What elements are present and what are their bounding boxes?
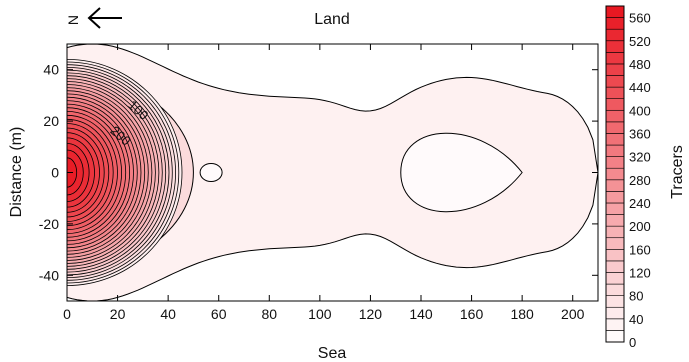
- north-arrow: N: [65, 7, 122, 29]
- colorbar-segment: [605, 40, 625, 53]
- colorbar-tick-label: 520: [629, 34, 651, 49]
- colorbar-segment: [605, 109, 625, 123]
- x-axis-title: Sea: [318, 345, 347, 362]
- y-axis-title: Distance (m): [8, 127, 25, 218]
- colorbar-frame: [605, 5, 625, 343]
- zero-contour-line: [66, 43, 599, 302]
- colorbar-segment: [605, 237, 625, 250]
- contour-bands: [67, 44, 598, 301]
- colorbar-segment: [605, 75, 625, 88]
- colorbar-segment: [605, 63, 625, 76]
- colorbar-tick-label: 400: [629, 103, 651, 118]
- colorbar-tick-label: 200: [629, 219, 651, 234]
- colorbar-segment: [605, 272, 625, 285]
- x-tick-label: 0: [63, 306, 71, 322]
- x-tick-label: 140: [409, 306, 433, 322]
- north-label: N: [65, 15, 81, 25]
- colorbar-segment: [605, 17, 625, 30]
- hot-spot-2: [400, 132, 523, 213]
- y-tick-label: -20: [39, 216, 59, 232]
- colorbar-segment: [605, 318, 625, 331]
- x-tick-label: 40: [160, 306, 176, 322]
- colorbar-segment: [605, 306, 625, 320]
- contour-band-background: [67, 44, 598, 301]
- colorbar-tick-label: 160: [629, 242, 651, 257]
- colorbar-segment: [605, 5, 625, 18]
- colorbar-tick-label: 560: [629, 11, 651, 26]
- colorbar-segment: [605, 260, 625, 273]
- x-tick-label: 100: [308, 306, 332, 322]
- colorbar-tick-label: 40: [629, 312, 643, 327]
- plume-envelope: [66, 43, 599, 302]
- colorbar-tick-label: 360: [629, 126, 651, 141]
- arrow-left-icon: [87, 7, 122, 29]
- y-tick-label: 20: [43, 113, 59, 129]
- colorbar-tick-label: 80: [629, 289, 643, 304]
- colorbar-tick-label: 320: [629, 150, 651, 165]
- colorbar-segment: [605, 156, 625, 169]
- colorbar-segment: [605, 330, 625, 343]
- colorbar-segment: [605, 295, 625, 308]
- y-tick-label: 40: [43, 62, 59, 78]
- colorbar-segment: [605, 144, 625, 157]
- colorbar-segment: [605, 202, 625, 215]
- colorbar-segment: [605, 121, 625, 134]
- colorbar-tick-label: 240: [629, 196, 651, 211]
- colorbar-tick-label: 480: [629, 57, 651, 72]
- y-tick-label: 0: [51, 165, 59, 181]
- x-tick-label: 180: [510, 306, 534, 322]
- colorbar-segment: [605, 225, 625, 239]
- colorbar-tick-label: 120: [629, 266, 651, 281]
- colorbar-segment: [605, 214, 625, 227]
- colorbar-segment: [605, 249, 625, 262]
- y-axis: -40 -20 0 20 40: [39, 62, 598, 283]
- colorbar-segment: [605, 191, 625, 204]
- colorbar-segment: [605, 52, 625, 65]
- colorbar-segment: [605, 86, 625, 99]
- colorbar-tick-label: 0: [629, 335, 636, 350]
- x-tick-label: 60: [211, 306, 227, 322]
- y-tick-label: -40: [39, 267, 59, 283]
- colorbar-tick-label: 280: [629, 173, 651, 188]
- colorbar-segment: [605, 179, 625, 192]
- colorbar-segment: [605, 98, 625, 111]
- colorbar-segment: [605, 283, 625, 296]
- colorbar-segment: [605, 167, 625, 181]
- colorbar-title: Tracers: [669, 145, 686, 199]
- x-tick-label: 120: [359, 306, 383, 322]
- colorbar: 0 40 80 120 160 200 240 280 320 360 400 440 480 520 56…: [605, 5, 651, 350]
- chart-title: Land: [314, 11, 350, 28]
- hot-spot-1: [199, 163, 223, 182]
- colorbar-tick-label: 440: [629, 80, 651, 95]
- x-tick-label: 200: [561, 306, 585, 322]
- colorbar-segment: [605, 28, 625, 42]
- x-tick-label: 20: [110, 306, 126, 322]
- x-tick-label: 80: [261, 306, 277, 322]
- x-axis: 0 20 40 60 80 100 120 140 160 180 200: [63, 44, 585, 322]
- x-tick-label: 160: [460, 306, 484, 322]
- colorbar-segment: [605, 133, 625, 146]
